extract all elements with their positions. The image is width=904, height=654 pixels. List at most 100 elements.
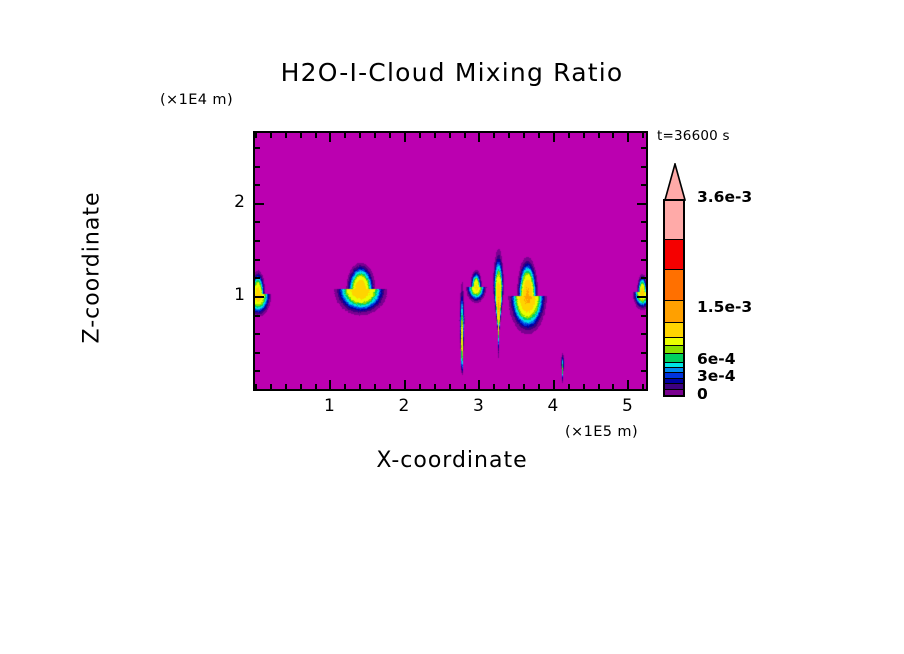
x-tick bbox=[612, 384, 615, 389]
x-tick-label: 1 bbox=[324, 396, 335, 416]
y-tick-label: 1 bbox=[234, 284, 245, 305]
colorbar-separator bbox=[665, 367, 683, 369]
x-tick-top bbox=[314, 133, 317, 138]
colorbar-separator bbox=[665, 239, 683, 241]
colorbar-label: 6e-4 bbox=[697, 350, 736, 368]
contour-field-canvas bbox=[255, 133, 646, 389]
x-tick bbox=[552, 380, 555, 389]
colorbar-band bbox=[665, 361, 683, 368]
y-tick-right bbox=[641, 314, 646, 317]
plot-panel bbox=[253, 131, 648, 391]
colorbar-band bbox=[665, 367, 683, 373]
colorbar-band bbox=[665, 353, 683, 362]
y-axis-title: Z-coordinate bbox=[79, 191, 105, 344]
x-tick-top bbox=[627, 133, 630, 142]
x-tick-label: 4 bbox=[547, 396, 559, 416]
x-tick-top bbox=[284, 133, 287, 138]
colorbar-separator bbox=[665, 300, 683, 302]
y-tick bbox=[255, 277, 260, 280]
x-tick-top bbox=[299, 133, 302, 138]
x-tick bbox=[374, 384, 377, 389]
colorbar-separator bbox=[665, 377, 683, 379]
y-tick-right bbox=[641, 333, 646, 336]
x-tick bbox=[493, 384, 496, 389]
x-tick-label: 3 bbox=[473, 396, 484, 416]
y-tick-right bbox=[641, 184, 646, 187]
x-axis-title: X-coordinate bbox=[376, 448, 528, 473]
x-tick-top bbox=[329, 133, 332, 142]
y-tick-right bbox=[641, 240, 646, 243]
x-tick-top bbox=[508, 133, 511, 138]
y-tick bbox=[255, 146, 260, 149]
y-tick bbox=[255, 389, 260, 391]
x-tick bbox=[567, 384, 570, 389]
y-tick-right bbox=[637, 295, 646, 298]
x-tick bbox=[299, 384, 302, 389]
page-title: H2O-I-Cloud Mixing Ratio bbox=[280, 58, 624, 87]
x-tick-top bbox=[433, 133, 436, 138]
x-tick bbox=[463, 384, 466, 389]
time-annotation: t=36600 s bbox=[657, 128, 730, 144]
y-tick bbox=[255, 184, 260, 187]
x-tick-top bbox=[538, 133, 540, 138]
colorbar bbox=[660, 163, 690, 399]
x-tick-top bbox=[269, 133, 272, 138]
colorbar-band bbox=[665, 300, 683, 323]
y-tick bbox=[255, 295, 264, 298]
x-tick bbox=[582, 384, 585, 389]
x-tick-top bbox=[359, 133, 362, 138]
y-tick-label: 2 bbox=[234, 191, 245, 212]
x-tick-top bbox=[374, 133, 377, 138]
x-tick bbox=[523, 384, 526, 389]
x-tick bbox=[508, 384, 511, 389]
x-tick-top bbox=[403, 133, 406, 142]
x-tick bbox=[314, 384, 317, 389]
y-tick bbox=[255, 351, 260, 354]
x-tick bbox=[642, 384, 645, 389]
x-tick bbox=[538, 384, 540, 389]
x-tick-top bbox=[582, 133, 585, 138]
y-tick-right bbox=[641, 370, 646, 373]
x-tick-top bbox=[567, 133, 570, 138]
x-tick-top bbox=[597, 133, 600, 138]
y-tick bbox=[255, 202, 264, 205]
x-tick bbox=[284, 384, 287, 389]
colorbar-arrow-icon bbox=[663, 163, 687, 201]
x-tick bbox=[255, 384, 257, 389]
y-tick bbox=[255, 370, 260, 373]
y-tick-right bbox=[637, 202, 646, 205]
colorbar-separator bbox=[665, 344, 683, 346]
colorbar-band bbox=[665, 388, 683, 395]
colorbar-label: 3e-4 bbox=[697, 367, 736, 385]
x-tick-top bbox=[642, 133, 645, 138]
colorbar-band bbox=[665, 269, 683, 301]
colorbar-separator bbox=[665, 372, 683, 374]
colorbar-separator bbox=[665, 353, 683, 355]
x-tick-top bbox=[344, 133, 347, 138]
x-tick bbox=[389, 384, 392, 389]
colorbar-separator bbox=[665, 269, 683, 271]
x-tick-top bbox=[478, 133, 481, 142]
y-tick-right bbox=[641, 146, 646, 149]
x-tick-top bbox=[612, 133, 615, 138]
x-tick bbox=[269, 384, 272, 389]
x-tick bbox=[597, 384, 600, 389]
y-axis-multiplier-label: (×1E4 m) bbox=[160, 92, 234, 108]
y-tick bbox=[255, 165, 260, 168]
x-tick-top bbox=[493, 133, 496, 138]
colorbar-label: 0 bbox=[697, 385, 708, 403]
y-tick bbox=[255, 240, 260, 243]
colorbar-band bbox=[665, 372, 683, 378]
x-tick-label: 2 bbox=[398, 396, 410, 416]
colorbar-separator bbox=[665, 361, 683, 363]
y-tick bbox=[255, 258, 260, 261]
y-tick-right bbox=[641, 389, 646, 391]
colorbar-band bbox=[665, 201, 683, 240]
colorbar-band bbox=[665, 383, 683, 389]
x-tick-label: 5 bbox=[621, 396, 633, 416]
colorbar-separator bbox=[665, 336, 683, 338]
x-tick-top bbox=[523, 133, 526, 138]
y-tick-right bbox=[641, 277, 646, 280]
x-tick-top bbox=[463, 133, 466, 138]
x-tick bbox=[418, 384, 421, 389]
